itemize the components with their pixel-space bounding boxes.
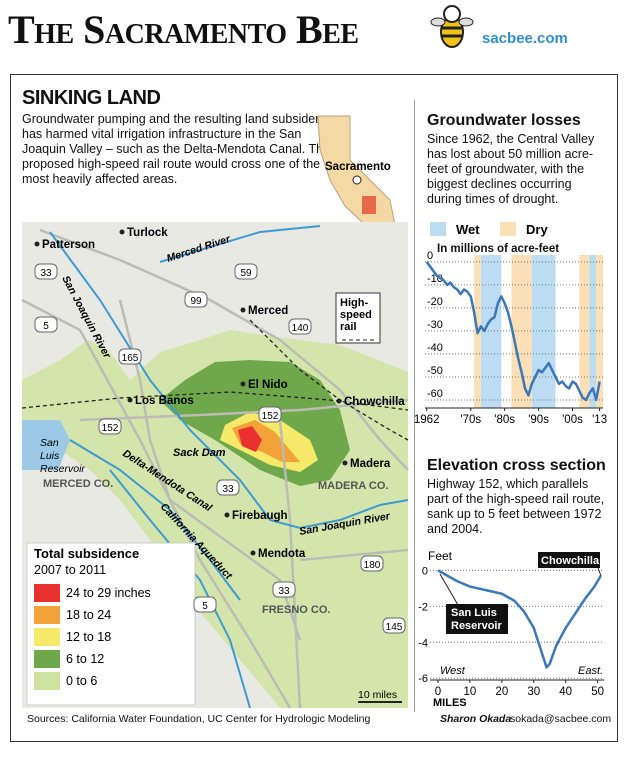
legend-subtitle: 2007 to 2011 bbox=[34, 563, 106, 577]
rail-label-box bbox=[335, 292, 381, 344]
map-label: MERCED CO. bbox=[43, 478, 113, 490]
legend-label: 6 to 12 bbox=[66, 652, 104, 666]
inset-label: Sacramento bbox=[325, 161, 391, 173]
highway-shield bbox=[34, 316, 58, 333]
highway-label: 140 bbox=[292, 323, 309, 334]
highway-shield bbox=[34, 263, 58, 280]
credit-name: Sharon Okada bbox=[440, 713, 512, 725]
highway-shield bbox=[98, 418, 122, 435]
highway-shield bbox=[382, 617, 406, 634]
masthead: The Sacramento Bee bbox=[8, 7, 359, 52]
legend-swatch bbox=[34, 584, 60, 602]
highway-shield bbox=[258, 406, 282, 423]
chart-title: Elevation cross section bbox=[427, 457, 606, 474]
highway-shield bbox=[118, 348, 142, 365]
place-marker bbox=[224, 512, 230, 518]
place-marker bbox=[119, 229, 125, 235]
place-marker bbox=[34, 241, 40, 247]
credit-email: sokada@sacbee.com bbox=[510, 713, 612, 725]
divider bbox=[414, 100, 415, 712]
place-marker bbox=[250, 550, 256, 556]
waterways bbox=[49, 225, 409, 709]
highway-label: 180 bbox=[364, 560, 381, 571]
legend-title: Total subsidence bbox=[34, 546, 139, 561]
map-label: FRESNO CO. bbox=[262, 604, 330, 616]
chart-title: Groundwater losses bbox=[427, 112, 581, 129]
site-link[interactable]: sacbee.com bbox=[482, 30, 568, 47]
map-label: Mendota bbox=[258, 548, 306, 560]
highway-label: 5 bbox=[43, 321, 49, 332]
legend-swatch bbox=[34, 628, 60, 646]
map-label: Chowchilla bbox=[344, 396, 405, 408]
highway-label: 5 bbox=[202, 601, 208, 612]
map-label: Merced bbox=[248, 305, 288, 317]
highway-label: 33 bbox=[278, 586, 290, 597]
place-marker bbox=[240, 381, 246, 387]
place-marker bbox=[240, 307, 246, 313]
map-label: Firebaugh bbox=[232, 510, 288, 522]
highway-shield bbox=[184, 291, 208, 308]
story-description: Groundwater pumping and the resulting la… bbox=[22, 112, 336, 186]
map-label: El Nido bbox=[248, 379, 288, 391]
highway-shield bbox=[288, 318, 312, 335]
place-marker bbox=[127, 397, 133, 403]
inset-area bbox=[362, 196, 376, 214]
chart-description: Highway 152, which parallels part of the… bbox=[427, 477, 605, 536]
map-label: MADERA CO. bbox=[318, 480, 388, 492]
highway-label: 33 bbox=[40, 268, 52, 279]
highway-label: 152 bbox=[262, 411, 279, 422]
legend-swatch bbox=[34, 672, 60, 690]
highway-shield bbox=[360, 555, 384, 572]
map-label: Madera bbox=[350, 458, 391, 470]
legend-label: 0 to 6 bbox=[66, 674, 97, 688]
map-label: Los Banos bbox=[135, 395, 194, 407]
sacramento-marker bbox=[352, 175, 362, 185]
story-title: SINKING LAND bbox=[22, 87, 161, 109]
bee-logo bbox=[430, 5, 474, 48]
legend-label: 12 to 18 bbox=[66, 630, 111, 644]
reservoir bbox=[22, 420, 70, 470]
highway-shield bbox=[216, 479, 240, 496]
subsidence-zone bbox=[238, 426, 262, 452]
highway-label: 59 bbox=[240, 268, 252, 279]
map-label: Sack Dam bbox=[173, 447, 226, 459]
legend-label: 24 to 29 inches bbox=[66, 586, 151, 600]
highway-label: 152 bbox=[102, 423, 119, 434]
legend-label: 18 to 24 bbox=[66, 608, 111, 622]
place-marker bbox=[342, 460, 348, 466]
scale-label: 10 miles bbox=[358, 689, 397, 701]
rail-label: High-speed rail bbox=[340, 297, 372, 333]
highway-label: 99 bbox=[190, 296, 202, 307]
highway-shield bbox=[234, 263, 258, 280]
highway-shield bbox=[272, 581, 296, 598]
highway-label: 165 bbox=[122, 353, 139, 364]
map-label: San Luis Reservoir bbox=[40, 437, 85, 475]
y-axis-label: In millions of acre-feet bbox=[437, 243, 560, 255]
map-label: Patterson bbox=[42, 239, 95, 251]
legend-swatch bbox=[34, 606, 60, 624]
sources: Sources: California Water Foundation, UC… bbox=[27, 713, 371, 725]
legend-swatch bbox=[34, 650, 60, 668]
place-marker bbox=[336, 398, 342, 404]
frame bbox=[10, 74, 618, 742]
highway-label: 33 bbox=[222, 484, 234, 495]
highway-shield bbox=[193, 596, 217, 613]
highway-label: 145 bbox=[386, 622, 403, 633]
chart-description: Since 1962, the Central Valley has lost … bbox=[427, 132, 595, 206]
map-label: Turlock bbox=[127, 227, 168, 239]
